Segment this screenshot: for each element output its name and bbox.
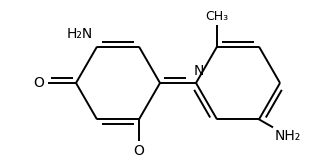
Text: N: N <box>194 64 204 78</box>
Text: H₂N: H₂N <box>67 27 93 41</box>
Text: O: O <box>134 144 145 158</box>
Text: NH₂: NH₂ <box>275 129 301 143</box>
Text: O: O <box>33 76 44 90</box>
Text: CH₃: CH₃ <box>205 10 229 23</box>
